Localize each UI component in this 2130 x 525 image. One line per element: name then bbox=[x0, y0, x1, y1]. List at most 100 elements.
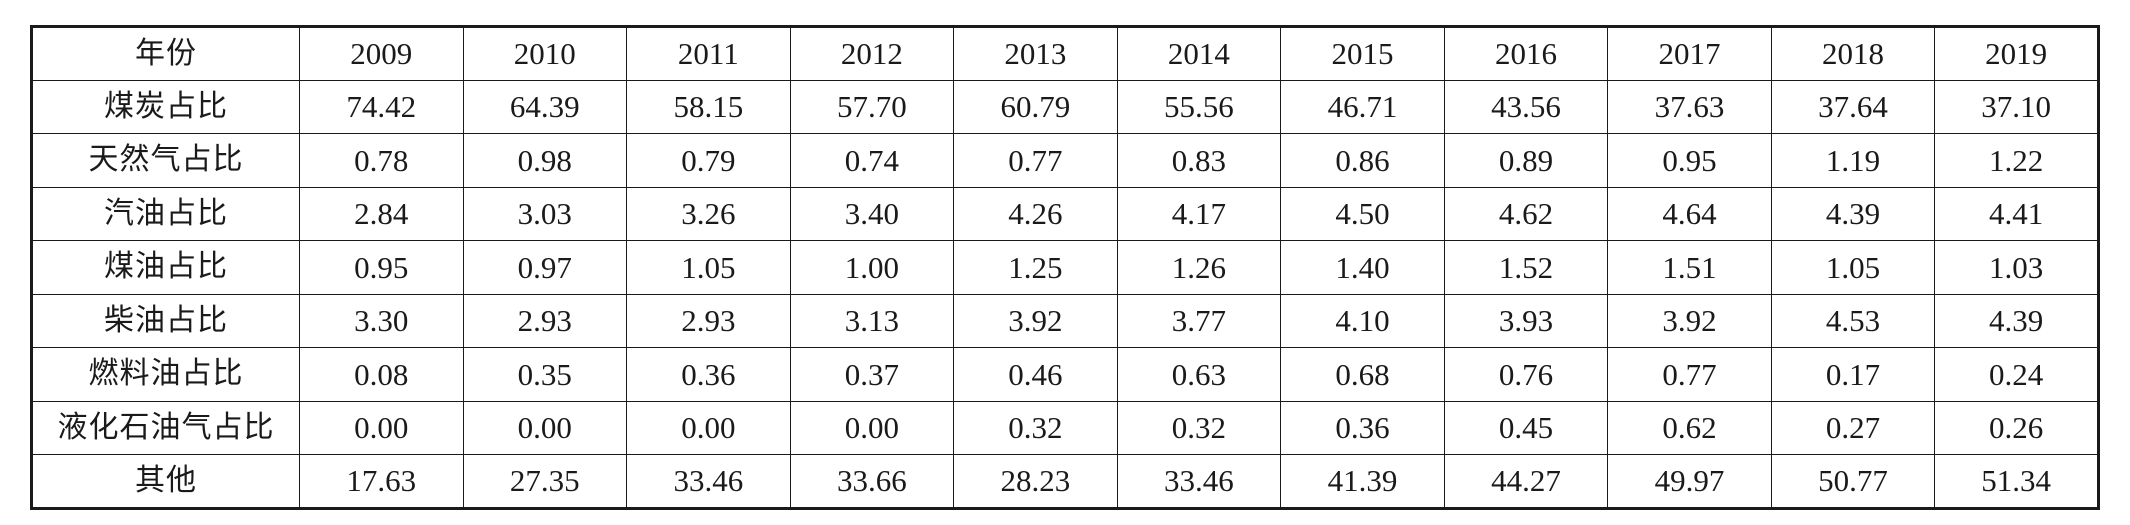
value-cell: 43.56 bbox=[1443, 79, 1609, 134]
value-cell: 0.63 bbox=[1116, 347, 1282, 402]
value-cell: 49.97 bbox=[1607, 454, 1772, 509]
value-cell: 0.95 bbox=[1607, 133, 1772, 188]
value-cell: 1.51 bbox=[1607, 240, 1772, 295]
value-cell: 4.41 bbox=[1934, 186, 2099, 241]
value-cell: 3.13 bbox=[789, 293, 955, 348]
row-label: 柴油占比 bbox=[31, 293, 300, 348]
value-cell: 0.86 bbox=[1280, 133, 1445, 188]
row-label: 煤油占比 bbox=[31, 240, 300, 295]
value-cell: 0.24 bbox=[1934, 347, 2099, 402]
value-cell: 41.39 bbox=[1280, 454, 1445, 509]
value-cell: 0.95 bbox=[299, 240, 464, 295]
value-cell: 0.77 bbox=[1607, 347, 1772, 402]
value-cell: 0.00 bbox=[626, 400, 791, 455]
value-cell: 37.63 bbox=[1607, 79, 1772, 134]
year-header-cell: 2019 bbox=[1934, 26, 2099, 81]
value-cell: 1.05 bbox=[626, 240, 791, 295]
value-cell: 1.05 bbox=[1770, 240, 1936, 295]
value-cell: 1.25 bbox=[953, 240, 1118, 295]
value-cell: 46.71 bbox=[1280, 79, 1445, 134]
value-cell: 17.63 bbox=[299, 454, 464, 509]
value-cell: 0.32 bbox=[953, 400, 1118, 455]
value-cell: 0.37 bbox=[789, 347, 955, 402]
row-label: 天然气占比 bbox=[31, 133, 300, 188]
value-cell: 2.93 bbox=[626, 293, 791, 348]
table-row: 柴油占比 3.30 2.93 2.93 3.13 3.92 3.77 4.10 3.93 3.92… bbox=[31, 293, 2099, 348]
value-cell: 4.64 bbox=[1607, 186, 1772, 241]
year-header-cell: 2017 bbox=[1607, 26, 1772, 81]
value-cell: 0.76 bbox=[1443, 347, 1609, 402]
value-cell: 4.17 bbox=[1116, 186, 1282, 241]
table-body: 煤炭占比 74.42 64.39 58.15 57.70 60.79 55.56 46.71 4… bbox=[31, 79, 2099, 509]
value-cell: 4.53 bbox=[1770, 293, 1936, 348]
value-cell: 3.26 bbox=[626, 186, 791, 241]
header-row: 年份 2009 2010 2011 2012 2013 2014 2015 2016 2017 2… bbox=[31, 26, 2099, 81]
table-row: 液化石油气占比 0.00 0.00 0.00 0.00 0.32 0.32 0.36 0.45 0… bbox=[31, 400, 2099, 455]
year-header-cell: 2014 bbox=[1116, 26, 1282, 81]
value-cell: 1.00 bbox=[789, 240, 955, 295]
value-cell: 0.77 bbox=[953, 133, 1118, 188]
value-cell: 0.00 bbox=[299, 400, 464, 455]
value-cell: 27.35 bbox=[462, 454, 628, 509]
year-header-cell: 2009 bbox=[299, 26, 464, 81]
value-cell: 44.27 bbox=[1443, 454, 1609, 509]
year-header-label: 年份 bbox=[31, 26, 300, 81]
value-cell: 1.40 bbox=[1280, 240, 1445, 295]
value-cell: 0.78 bbox=[299, 133, 464, 188]
value-cell: 33.46 bbox=[626, 454, 791, 509]
value-cell: 0.97 bbox=[462, 240, 628, 295]
value-cell: 0.79 bbox=[626, 133, 791, 188]
year-header-cell: 2016 bbox=[1443, 26, 1609, 81]
value-cell: 3.40 bbox=[789, 186, 955, 241]
value-cell: 0.45 bbox=[1443, 400, 1609, 455]
value-cell: 0.68 bbox=[1280, 347, 1445, 402]
value-cell: 57.70 bbox=[789, 79, 955, 134]
table-row: 燃料油占比 0.08 0.35 0.36 0.37 0.46 0.63 0.68 0.76 0.7… bbox=[31, 347, 2099, 402]
value-cell: 2.84 bbox=[299, 186, 464, 241]
row-label: 液化石油气占比 bbox=[31, 400, 300, 455]
table-row: 煤油占比 0.95 0.97 1.05 1.00 1.25 1.26 1.40 1.52 1.51… bbox=[31, 240, 2099, 295]
value-cell: 0.46 bbox=[953, 347, 1118, 402]
value-cell: 28.23 bbox=[953, 454, 1118, 509]
value-cell: 37.64 bbox=[1770, 79, 1936, 134]
row-label: 其他 bbox=[31, 454, 300, 509]
year-header-cell: 2018 bbox=[1770, 26, 1936, 81]
value-cell: 3.93 bbox=[1443, 293, 1609, 348]
energy-share-table: 年份 2009 2010 2011 2012 2013 2014 2015 2016 2017 2… bbox=[30, 25, 2100, 510]
value-cell: 1.22 bbox=[1934, 133, 2099, 188]
row-label: 煤炭占比 bbox=[31, 79, 300, 134]
year-header-cell: 2010 bbox=[462, 26, 628, 81]
value-cell: 4.39 bbox=[1770, 186, 1936, 241]
value-cell: 0.89 bbox=[1443, 133, 1609, 188]
value-cell: 0.26 bbox=[1934, 400, 2099, 455]
value-cell: 0.00 bbox=[789, 400, 955, 455]
table-row: 煤炭占比 74.42 64.39 58.15 57.70 60.79 55.56 46.71 4… bbox=[31, 79, 2099, 134]
value-cell: 1.26 bbox=[1116, 240, 1282, 295]
value-cell: 0.36 bbox=[626, 347, 791, 402]
table-row: 其他 17.63 27.35 33.46 33.66 28.23 33.46 41.39 44.… bbox=[31, 454, 2099, 509]
year-header-cell: 2015 bbox=[1280, 26, 1445, 81]
year-header-cell: 2013 bbox=[953, 26, 1118, 81]
value-cell: 0.36 bbox=[1280, 400, 1445, 455]
value-cell: 74.42 bbox=[299, 79, 464, 134]
value-cell: 1.19 bbox=[1770, 133, 1936, 188]
table-row: 天然气占比 0.78 0.98 0.79 0.74 0.77 0.83 0.86 0.89 0.9… bbox=[31, 133, 2099, 188]
value-cell: 60.79 bbox=[953, 79, 1118, 134]
year-header-cell: 2012 bbox=[789, 26, 955, 81]
value-cell: 0.83 bbox=[1116, 133, 1282, 188]
value-cell: 0.35 bbox=[462, 347, 628, 402]
value-cell: 4.39 bbox=[1934, 293, 2099, 348]
row-label: 汽油占比 bbox=[31, 186, 300, 241]
value-cell: 1.03 bbox=[1934, 240, 2099, 295]
value-cell: 3.03 bbox=[462, 186, 628, 241]
value-cell: 50.77 bbox=[1770, 454, 1936, 509]
table-row: 汽油占比 2.84 3.03 3.26 3.40 4.26 4.17 4.50 4.62 4.64… bbox=[31, 186, 2099, 241]
value-cell: 0.08 bbox=[299, 347, 464, 402]
value-cell: 2.93 bbox=[462, 293, 628, 348]
table-header: 年份 2009 2010 2011 2012 2013 2014 2015 2016 2017 2… bbox=[31, 26, 2099, 81]
value-cell: 3.92 bbox=[1607, 293, 1772, 348]
value-cell: 55.56 bbox=[1116, 79, 1282, 134]
value-cell: 4.26 bbox=[953, 186, 1118, 241]
value-cell: 33.46 bbox=[1116, 454, 1282, 509]
value-cell: 3.77 bbox=[1116, 293, 1282, 348]
